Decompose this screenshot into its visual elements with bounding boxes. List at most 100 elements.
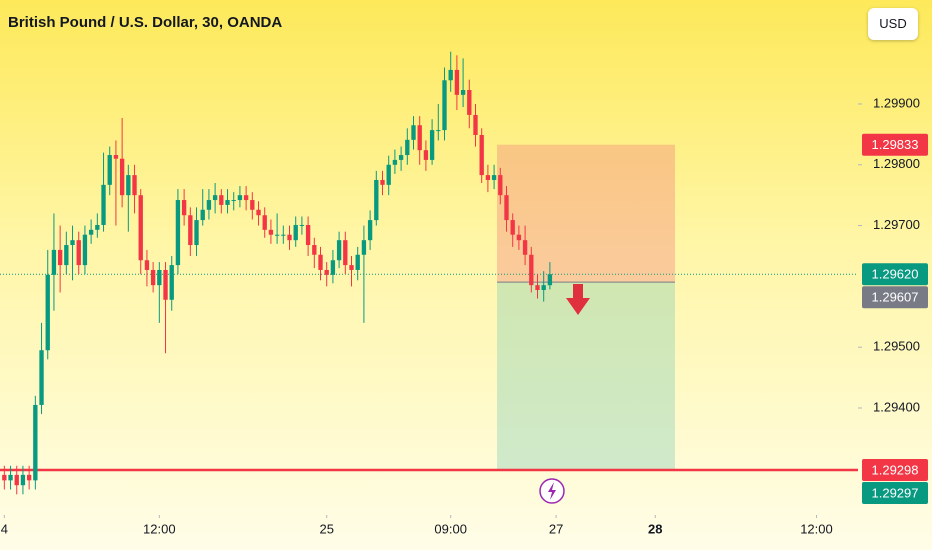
price-tag-label: 1.29297 [872,485,919,500]
x-tick-label: 4 [1,521,8,536]
candle-body [101,184,106,225]
price-tag-label: 1.29833 [872,137,919,152]
price-tag-label: 1.29607 [872,290,919,305]
x-tick-label: 25 [319,521,333,536]
candle-body [88,229,94,235]
candle-body [343,240,348,266]
candle-body [132,175,137,196]
candle-body [194,220,199,246]
plot [0,51,858,504]
candle-body [361,240,367,255]
candle-body [206,200,212,210]
candle-body [429,130,435,160]
candle-body [82,234,88,266]
candle-body [14,474,19,486]
x-tick-label: 12:00 [143,521,176,536]
candle-body [460,89,466,95]
candle-body [535,285,540,291]
candle-body [374,179,379,221]
candle-body [293,224,298,241]
price-tag [862,133,928,156]
candle-body [485,175,491,180]
stop-zone [497,144,675,283]
candle-body [454,69,460,95]
candle-body [287,234,292,241]
price-tag [862,482,928,505]
candle-body [113,155,119,159]
candle-body [516,234,522,241]
candle-body [386,164,391,185]
candle-body [250,200,255,210]
candle-body [392,159,398,165]
candle-body [330,260,336,275]
candle-body [157,269,162,286]
candle-body [442,80,447,131]
candle-body [467,89,472,115]
candle-body [225,200,230,205]
candle-body [411,125,416,140]
candle-body [262,215,267,230]
candle-body [39,350,44,405]
chart-title: British Pound / U.S. Dollar, 30, OANDA [8,14,283,31]
position-tool [497,144,675,471]
candle-body [355,254,360,270]
candle-body [2,474,7,481]
candle-body [175,200,181,266]
candle-body [268,229,274,235]
candle-body [45,274,50,351]
candle-body [26,474,32,481]
candle-body [188,215,193,246]
candle-body [163,269,168,300]
candle-body [20,474,26,486]
candle-body [144,260,150,270]
candle-body [405,139,410,156]
y-tick-label: 1.29500 [873,339,920,354]
y-tick-label: 1.29800 [873,156,920,171]
candle-body [417,125,422,151]
candle-body [504,195,509,221]
candle-body [324,269,329,275]
y-tick-label: 1.29700 [873,217,920,232]
candle-body [119,158,125,196]
price-axis: 1.29900 1.29800 1.29700 1.29500 1.29400 4 12:0… [1,95,928,536]
candle-body [510,220,515,235]
candle-body [423,150,429,160]
candle-body [138,195,143,261]
candle-body [57,249,63,266]
price-tag-label: 1.29620 [872,267,919,282]
candle-body [70,240,75,246]
target-zone [497,282,675,471]
candle-body [498,175,503,196]
candle-body [274,234,280,236]
candle-body [349,265,354,270]
candle-body [448,69,453,81]
candle-body [95,224,100,230]
candle-body [231,200,236,202]
candle-body [305,224,311,246]
currency-button[interactable]: USD [868,8,918,40]
x-tick-label: 27 [549,521,563,536]
candle-body [181,200,187,216]
candle-body [256,209,261,216]
candle-body [479,134,484,176]
candle-body [491,175,497,180]
candle-body [76,240,81,266]
candle-body [336,240,342,261]
candle-body [436,130,441,132]
candle-body [529,254,534,286]
event-bolt [548,482,556,500]
candle-body [8,474,13,481]
y-tick-label: 1.29400 [873,399,920,414]
sell-arrow [566,284,590,315]
candle-body [547,274,553,286]
x-tick-label: 28 [648,521,662,536]
candle-body [299,224,305,226]
candle-body [212,195,218,201]
candle-body [473,114,478,135]
candle-body [150,269,156,286]
candle-body [398,155,404,160]
candle-body [281,234,286,236]
candle-body [380,179,385,185]
x-tick-label: 09:00 [434,521,467,536]
